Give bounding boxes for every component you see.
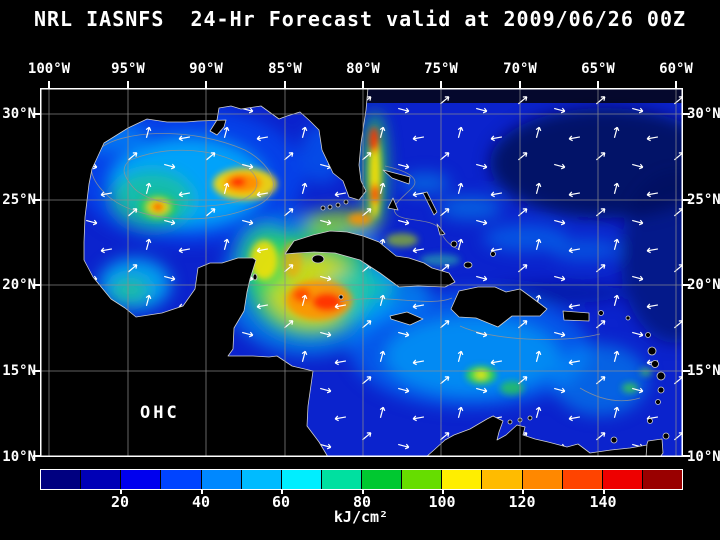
lon-label-90w: 90°W [189,61,223,77]
axis-tick [33,199,40,201]
axis-tick [33,284,40,286]
lat-label-left-25n: 25°N [2,192,36,208]
colorbar-segment [481,470,522,489]
axis-tick [683,370,690,372]
colorbar-segment [120,470,161,489]
axis-tick [33,455,40,457]
lat-label-left-10n: 10°N [2,449,36,465]
field-label: OHC [140,403,180,423]
lon-label-80w: 80°W [346,61,380,77]
colorbar-tick [362,490,364,494]
colorbar-tick-label: 20 [110,493,130,511]
colorbar-segment [641,470,682,489]
colorbar-segment [601,470,642,489]
axis-tick [675,81,677,88]
axis-tick [48,81,50,88]
colorbar-tick [442,490,444,494]
lon-label-85w: 85°W [268,61,302,77]
lat-label-left-30n: 30°N [2,106,36,122]
colorbar-tick-label: 40 [191,493,211,511]
colorbar-segment [401,470,442,489]
lon-label-60w: 60°W [659,61,693,77]
axis-tick [362,81,364,88]
map-area: OHC [39,87,720,458]
axis-tick [683,199,690,201]
colorbar-segment [320,470,361,489]
axis-tick [597,81,599,88]
colorbar-tick-label: 60 [271,493,291,511]
colorbar-tick-label: 80 [352,493,372,511]
lon-label-100w: 100°W [27,61,71,77]
lon-label-70w: 70°W [503,61,537,77]
axis-tick [683,284,690,286]
lat-label-left-15n: 15°N [2,363,36,379]
colorbar-segment [561,470,602,489]
lat-label-right-20n: 20°N [687,277,720,293]
colorbar-tick-label: 140 [589,493,617,511]
colorbar-tick [281,490,283,494]
lat-label-right-15n: 15°N [687,363,720,379]
lat-label-left-20n: 20°N [2,277,36,293]
colorbar-tick-label: 120 [508,493,536,511]
axis-tick [519,81,521,88]
lon-label-95w: 95°W [111,61,145,77]
colorbar-segment [441,470,482,489]
colorbar-tick-label: 100 [428,493,456,511]
lat-label-right-10n: 10°N [687,449,720,465]
colorbar-segment [521,470,562,489]
colorbar-tick [522,490,524,494]
lat-label-right-30n: 30°N [687,106,720,122]
axis-tick [683,455,690,457]
axis-tick [440,81,442,88]
lon-label-75w: 75°W [424,61,458,77]
axis-tick [205,81,207,88]
axis-tick [683,113,690,115]
colorbar-segment [361,470,402,489]
colorbar-unit-label: kJ/cm² [333,508,389,526]
colorbar-segment [200,470,241,489]
axis-tick [33,370,40,372]
colorbar-segment [80,470,121,489]
lon-label-65w: 65°W [581,61,615,77]
grid-layer [40,88,683,457]
colorbar [40,469,683,490]
axis-tick [127,81,129,88]
colorbar-tick [201,490,203,494]
colorbar-segment [160,470,201,489]
axis-tick [33,113,40,115]
colorbar-tick [120,490,122,494]
lat-label-right-25n: 25°N [687,192,720,208]
colorbar-segment [280,470,321,489]
colorbar-tick [603,490,605,494]
colorbar-segment [240,470,281,489]
map-frame [40,88,683,457]
axis-tick [284,81,286,88]
colorbar-segment [41,470,81,489]
forecast-map [39,87,720,458]
figure-title: NRL IASNFS 24-Hr Forecast valid at 2009/… [33,7,687,31]
